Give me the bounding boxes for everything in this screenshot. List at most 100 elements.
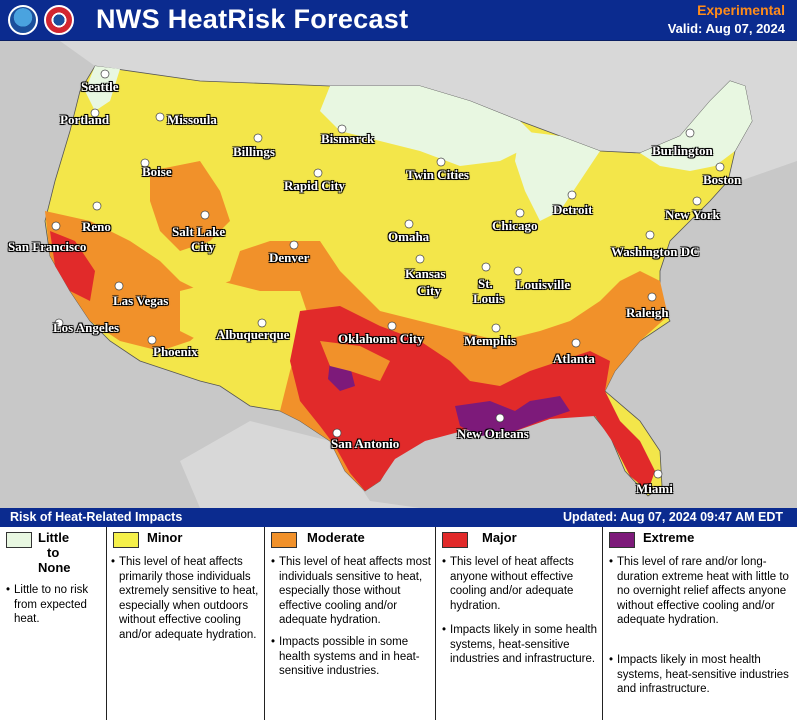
little-north-plains (320, 86, 540, 166)
major-south (290, 306, 655, 491)
city-label-boston: Boston (703, 172, 742, 187)
desc-major-2-text: Impacts likely in some health systems, h… (450, 624, 598, 665)
city-dot (481, 262, 491, 272)
little-seattle (85, 66, 120, 111)
city-label-kansas: Kansas (405, 266, 446, 281)
city-dot (92, 201, 102, 211)
city-label-portland: Portland (60, 112, 110, 127)
city-dot (387, 321, 397, 331)
city-label-omaha: Omaha (388, 229, 430, 244)
city-label-san-francisco: San Francisco (8, 239, 87, 254)
swatch-minor (113, 532, 139, 548)
swatch-moderate (271, 532, 297, 548)
minor-central (350, 261, 600, 321)
city-dot (645, 230, 655, 240)
city-dot (200, 210, 210, 220)
city-label-los-angeles: Los Angeles (53, 320, 120, 335)
swatch-major (442, 532, 468, 548)
desc-major-1-text: This level of heat affects anyone withou… (450, 556, 574, 612)
city-dot (155, 112, 165, 122)
cat-little-line1: Little (38, 530, 70, 545)
city-label-detroit: Detroit (553, 202, 593, 217)
city-dots (51, 69, 725, 479)
cat-little-line2: to (47, 545, 60, 560)
city-dot (436, 157, 446, 167)
city-label-washington-dc: Washington DC (611, 244, 700, 259)
cat-little-line3: None (38, 560, 71, 575)
desc-extreme-2: • Impacts likely in most health systems, … (609, 654, 789, 695)
city-dot (51, 221, 61, 231)
city-label-salt-lake-city: City (191, 239, 215, 254)
city-label-san-antonio: San Antonio (331, 436, 400, 451)
city-dot (404, 219, 414, 229)
experimental-label: Experimental (697, 2, 785, 18)
desc-moderate-2-text: Impacts possible in some health systems … (279, 636, 420, 677)
city-dot (100, 69, 110, 79)
cat-major: Major (482, 530, 517, 545)
city-dot (332, 428, 342, 438)
city-label-miami: Miami (636, 481, 673, 496)
little-great-lakes (515, 131, 600, 221)
legend-col-little: Little to None • Little to no risk from e… (0, 527, 107, 720)
city-label-seattle: Seattle (81, 79, 119, 94)
city-dot (653, 469, 663, 479)
legend-col-major: Major • This level of heat affects anyone… (436, 527, 603, 720)
city-dot (495, 413, 505, 423)
city-label-oklahoma-city: Oklahoma City (338, 331, 424, 346)
noaa-logo (8, 5, 38, 35)
city-dot (90, 108, 100, 118)
city-dot (571, 338, 581, 348)
header: NWS HeatRisk Forecast Experimental Valid… (0, 0, 797, 41)
legend-col-moderate: Moderate • This level of heat affects mos… (265, 527, 436, 720)
legend-title: Risk of Heat-Related Impacts (10, 510, 183, 524)
desc-major-2: • Impacts likely in some health systems, … (442, 624, 598, 665)
valid-date: Valid: Aug 07, 2024 (667, 21, 785, 36)
cat-extreme: Extreme (643, 530, 695, 545)
city-dot (715, 162, 725, 172)
minor-southwest (180, 281, 310, 341)
city-label-raleigh: Raleigh (626, 305, 669, 320)
city-label-new-orleans: New Orleans (457, 426, 529, 441)
legend-col-minor: Minor • This level of heat affects primar… (107, 527, 265, 720)
updated-timestamp: Updated: Aug 07, 2024 09:47 AM EDT (563, 510, 783, 524)
desc-extreme-1-text: This level of rare and/or long-duration … (617, 556, 789, 626)
legend: Little to None • Little to no risk from e… (0, 527, 797, 720)
city-label-denver: Denver (269, 250, 310, 265)
desc-minor: • This level of heat affects primarily th… (111, 556, 259, 641)
swatch-extreme (609, 532, 635, 548)
city-dot (513, 266, 523, 276)
city-dot (692, 196, 702, 206)
city-dot (647, 292, 657, 302)
desc-little: • Little to no risk from expected heat. (6, 584, 89, 625)
legend-header: Risk of Heat-Related Impacts Updated: Au… (0, 508, 797, 527)
major-california (50, 231, 95, 301)
city-label-rapid-city: Rapid City (284, 178, 346, 193)
city-dot (337, 124, 347, 134)
swatch-little (6, 532, 32, 548)
little-new-england (640, 81, 752, 171)
extreme-gulf (455, 396, 570, 436)
desc-moderate-1: • This level of heat affects most individ… (271, 556, 431, 626)
city-label-missoula: Missoula (167, 112, 217, 127)
city-dot (515, 208, 525, 218)
city-dot (415, 254, 425, 264)
desc-moderate-2: • Impacts possible in some health systems… (271, 636, 420, 677)
city-dot (140, 158, 150, 168)
desc-little-text: Little to no risk from expected heat. (14, 584, 89, 625)
desc-extreme-1: • This level of rare and/or long-duration… (609, 556, 789, 626)
desc-extreme-2-text: Impacts likely in most health systems, h… (617, 654, 789, 695)
city-dot (257, 318, 267, 328)
city-label-reno: Reno (82, 219, 111, 234)
cat-moderate: Moderate (307, 530, 365, 545)
city-dot (253, 133, 263, 143)
city-label-bismarck: Bismarck (321, 131, 375, 146)
city-dot (114, 281, 124, 291)
city-dot (147, 335, 157, 345)
city-label-burlington: Burlington (652, 143, 713, 158)
city-label-billings: Billings (233, 144, 275, 159)
city-label-louis: Louis (473, 291, 505, 306)
city-label-las-vegas: Las Vegas (113, 293, 169, 308)
page-title: NWS HeatRisk Forecast (96, 4, 409, 34)
city-dot (567, 190, 577, 200)
city-dot (289, 240, 299, 250)
